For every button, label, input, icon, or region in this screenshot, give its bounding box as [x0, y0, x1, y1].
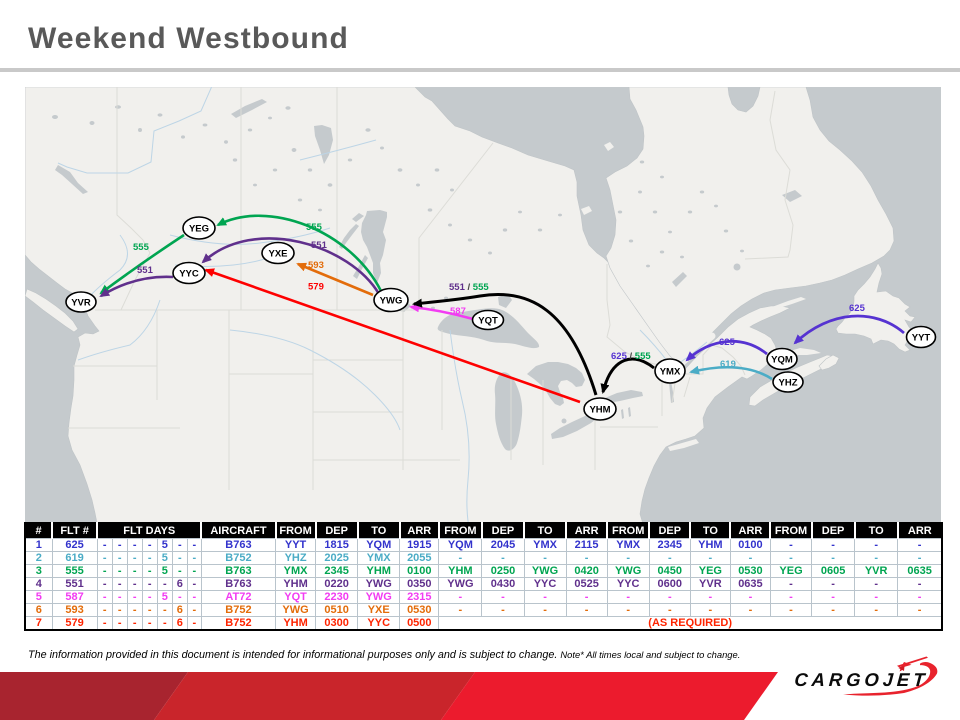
svg-text:YQT: YQT: [478, 316, 498, 327]
svg-text:YXE: YXE: [268, 249, 287, 260]
svg-text:YWG: YWG: [380, 296, 403, 307]
svg-text:YHZ: YHZ: [779, 378, 798, 389]
svg-text:579: 579: [308, 282, 324, 293]
svg-text:555: 555: [306, 222, 323, 233]
svg-text:625: 625: [719, 337, 736, 348]
svg-text:CARGOJET: CARGOJET: [794, 669, 929, 690]
svg-text:551: 551: [311, 240, 328, 251]
svg-text:619: 619: [720, 359, 736, 370]
svg-text:551 / 555: 551 / 555: [449, 282, 489, 293]
svg-text:YYC: YYC: [179, 269, 199, 280]
svg-text:YVR: YVR: [71, 298, 91, 309]
svg-text:625 / 555: 625 / 555: [611, 351, 651, 362]
svg-text:593: 593: [308, 260, 324, 271]
svg-text:YHM: YHM: [589, 405, 610, 416]
svg-text:555: 555: [133, 242, 150, 253]
svg-text:YMX: YMX: [660, 367, 681, 378]
svg-text:551: 551: [137, 265, 154, 276]
svg-text:YEG: YEG: [189, 224, 209, 235]
svg-text:YYT: YYT: [912, 333, 931, 344]
svg-text:YQM: YQM: [771, 355, 793, 366]
svg-text:587: 587: [450, 306, 466, 317]
svg-text:625: 625: [849, 303, 866, 314]
